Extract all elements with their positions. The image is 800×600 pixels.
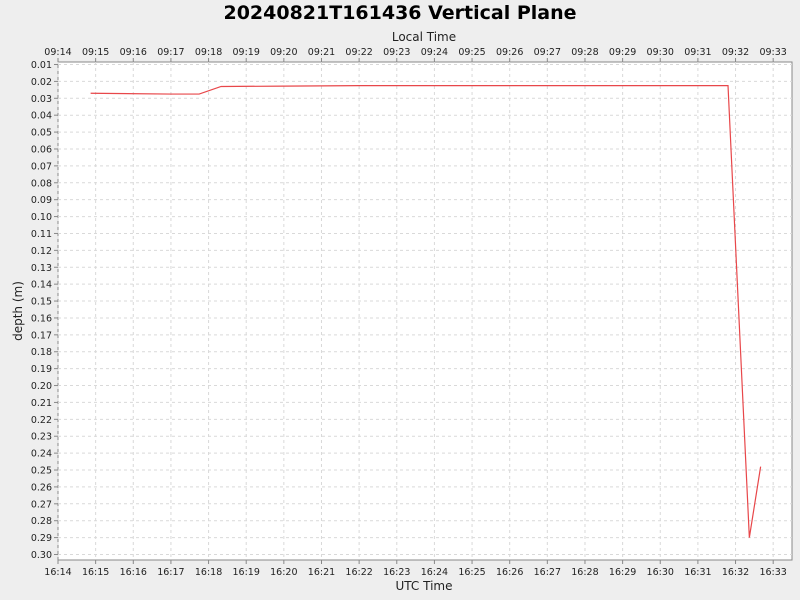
- x-tick-label: 16:27: [534, 567, 561, 578]
- y-tick-label: 0.26: [31, 482, 52, 493]
- chart-title: 20240821T161436 Vertical Plane: [223, 2, 576, 24]
- y-tick-label: 0.12: [31, 246, 52, 257]
- x-tick-label: 16:15: [82, 567, 109, 578]
- y-tick-label: 0.22: [31, 415, 52, 426]
- y-tick-label: 0.17: [31, 330, 52, 341]
- y-tick-label: 0.10: [31, 212, 52, 223]
- y-tick-label: 0.09: [31, 195, 52, 206]
- x2-tick-label: 09:22: [345, 47, 372, 58]
- x2-tick-label: 09:33: [759, 47, 786, 58]
- x2-tick-label: 09:29: [609, 47, 636, 58]
- series-line: [90, 85, 762, 538]
- x-tick-label: 16:20: [270, 567, 297, 578]
- x2-tick-label: 09:23: [383, 47, 410, 58]
- y-tick-label: 0.15: [31, 297, 52, 308]
- x2-tick-label: 09:30: [647, 47, 674, 58]
- y-tick-label: 0.20: [31, 381, 52, 392]
- x-tick-label: 16:30: [647, 567, 674, 578]
- y-tick-label: 0.30: [31, 550, 52, 561]
- y-tick-label: 0.02: [31, 77, 52, 88]
- y-tick-label: 0.06: [31, 144, 52, 155]
- y-tick-label: 0.11: [31, 229, 52, 240]
- x2-tick-label: 09:17: [157, 47, 184, 58]
- x-tick-label: 16:22: [345, 567, 372, 578]
- x2-tick-label: 09:16: [120, 47, 147, 58]
- x-tick-label: 16:17: [157, 567, 184, 578]
- y-tick-label: 0.28: [31, 516, 52, 527]
- x-tick-label: 16:23: [383, 567, 410, 578]
- y-axis: 0.01 0.02 0.03 0.04 0.05 0.06 0.07 0.08 0.09 0.10…: [31, 60, 58, 561]
- x-axis: 16:14 16:15 16:16 16:17 16:18 16:19 16:20 16:21…: [44, 560, 787, 578]
- x2-axis-label: Local Time: [392, 30, 456, 44]
- x-axis-label: UTC Time: [396, 579, 453, 593]
- grid: [57, 62, 792, 560]
- y-tick-label: 0.23: [31, 432, 52, 443]
- y-tick-label: 0.07: [31, 161, 52, 172]
- x-tick-label: 16:31: [684, 567, 711, 578]
- y-tick-label: 0.04: [31, 111, 52, 122]
- x-tick-label: 16:32: [722, 567, 749, 578]
- y-tick-label: 0.13: [31, 263, 52, 274]
- y-tick-label: 0.21: [31, 398, 52, 409]
- y-tick-label: 0.29: [31, 533, 52, 544]
- x2-tick-label: 09:18: [195, 47, 222, 58]
- plot-area: [57, 61, 793, 561]
- y-tick-label: 0.16: [31, 313, 52, 324]
- x-tick-label: 16:33: [759, 567, 786, 578]
- x2-tick-label: 09:31: [684, 47, 711, 58]
- x2-tick-label: 09:24: [421, 47, 448, 58]
- y-tick-label: 0.25: [31, 466, 52, 477]
- x-tick-label: 16:18: [195, 567, 222, 578]
- x2-axis: 09:14 09:15 09:16 09:17 09:18 09:19 09:20 09:21…: [44, 47, 787, 62]
- x-tick-label: 16:29: [609, 567, 636, 578]
- x-tick-label: 16:14: [44, 567, 71, 578]
- y-axis-label: depth (m): [11, 281, 25, 341]
- x-tick-label: 16:26: [496, 567, 523, 578]
- x-tick-label: 16:25: [458, 567, 485, 578]
- series-group: [90, 85, 762, 538]
- y-tick-label: 0.24: [31, 449, 52, 460]
- x2-tick-label: 09:28: [571, 47, 598, 58]
- x2-tick-label: 09:14: [44, 47, 71, 58]
- x-tick-label: 16:21: [308, 567, 335, 578]
- y-tick-label: 0.08: [31, 178, 52, 189]
- x-tick-label: 16:28: [571, 567, 598, 578]
- x2-tick-label: 09:20: [270, 47, 297, 58]
- y-tick-label: 0.18: [31, 347, 52, 358]
- x2-tick-label: 09:15: [82, 47, 109, 58]
- y-tick-label: 0.14: [31, 280, 52, 291]
- y-tick-label: 0.01: [31, 60, 52, 71]
- x2-tick-label: 09:19: [233, 47, 260, 58]
- x2-tick-label: 09:25: [458, 47, 485, 58]
- x-tick-label: 16:24: [421, 567, 448, 578]
- y-tick-label: 0.05: [31, 128, 52, 139]
- x2-tick-label: 09:21: [308, 47, 335, 58]
- x-tick-label: 16:16: [120, 567, 147, 578]
- y-tick-label: 0.27: [31, 499, 52, 510]
- y-tick-label: 0.19: [31, 364, 52, 375]
- x-tick-label: 16:19: [233, 567, 260, 578]
- x2-tick-label: 09:32: [722, 47, 749, 58]
- x2-tick-label: 09:26: [496, 47, 523, 58]
- x2-tick-label: 09:27: [534, 47, 561, 58]
- y-tick-label: 0.03: [31, 94, 52, 105]
